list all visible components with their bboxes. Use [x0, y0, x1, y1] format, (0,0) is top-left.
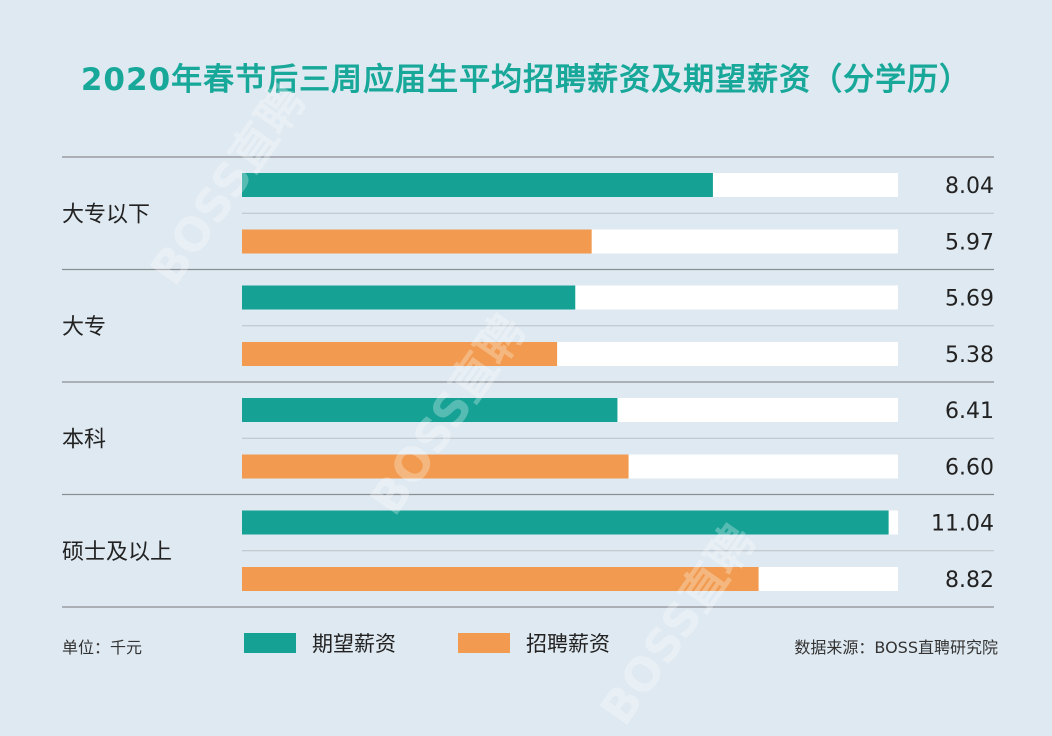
unit-label: 单位：千元	[62, 638, 143, 657]
data-label: 6.41	[945, 399, 994, 424]
data-label: 6.60	[945, 456, 994, 481]
source-label: 数据来源：BOSS直聘研究院	[794, 638, 998, 657]
data-label: 5.97	[945, 231, 994, 256]
category-label: 大专以下	[62, 202, 150, 227]
data-label: 5.69	[945, 287, 994, 312]
bar	[242, 454, 629, 479]
data-label: 11.04	[931, 512, 994, 537]
legend-swatch-expected	[244, 633, 296, 653]
bar	[242, 229, 592, 254]
category-label: 大专	[62, 315, 106, 340]
legend-swatch-offered	[458, 633, 510, 653]
bar	[242, 567, 759, 591]
data-label: 8.82	[945, 568, 994, 593]
data-label: 8.04	[945, 174, 994, 199]
category-label: 本科	[62, 427, 106, 452]
bar	[242, 342, 558, 366]
legend: 期望薪资 招聘薪资	[244, 628, 654, 658]
bar	[242, 173, 713, 197]
bar	[242, 285, 576, 310]
legend-item-expected: 期望薪资	[244, 628, 396, 658]
chart-title: 2020年春节后三周应届生平均招聘薪资及期望薪资（分学历）	[80, 62, 972, 98]
bar	[242, 510, 889, 535]
legend-label-offered: 招聘薪资	[526, 632, 610, 656]
bar-chart: 大专以下 8.04 5.97 大专 5.69 5.38 本科 6.41 6.60 硕士及以上 11.…	[62, 156, 994, 608]
bar	[242, 398, 618, 422]
legend-item-offered: 招聘薪资	[458, 628, 610, 658]
data-label: 5.38	[945, 343, 994, 368]
legend-label-expected: 期望薪资	[312, 632, 396, 656]
category-label: 硕士及以上	[62, 540, 172, 565]
